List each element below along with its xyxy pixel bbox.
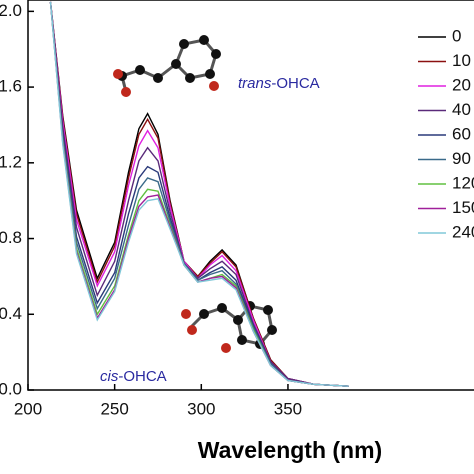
x-tick-label: 200: [14, 399, 42, 418]
spectrum-line: [49, 1, 349, 387]
legend-label: 150: [452, 198, 474, 217]
y-tick-label: 0.0: [0, 379, 22, 398]
spectrum-line: [49, 1, 349, 387]
x-tick-label: 250: [100, 399, 128, 418]
legend-label: 90: [452, 149, 471, 168]
x-tick-label: 300: [187, 399, 215, 418]
spectrum-line: [49, 1, 349, 387]
annotation-italic: trans: [238, 75, 272, 92]
spectrum-line: [49, 1, 349, 387]
x-tick-label: 350: [274, 399, 302, 418]
spectrum-line: [49, 1, 349, 387]
annotation-text: -OHCA: [118, 368, 166, 385]
spectrum-line: [49, 1, 349, 387]
legend-label: 20: [452, 75, 471, 94]
y-tick-label: 1.6: [0, 77, 22, 96]
legend-label: 0: [452, 26, 461, 45]
plot-frame: [27, 0, 474, 391]
legend-label: 10: [452, 51, 471, 70]
annotation-text: -OHCA: [271, 75, 319, 92]
spectrum-line: [49, 1, 349, 387]
y-tick-label: 0.4: [0, 304, 22, 323]
legend-label: 40: [452, 100, 471, 119]
y-tick-label: 0.8: [0, 228, 22, 247]
x-axis-label: Wavelength (nm): [198, 437, 382, 463]
molecule-trans: [113, 35, 221, 97]
annotation-italic: cis: [100, 368, 119, 385]
spectrum-line: [49, 1, 349, 387]
y-tick-label: 1.2: [0, 152, 22, 171]
legend-label: 120: [452, 173, 474, 192]
y-tick-label: 2.0: [0, 1, 22, 20]
spectrum-line: [49, 1, 349, 387]
annotation: trans-OHCA: [238, 75, 320, 92]
legend-label: 60: [452, 124, 471, 143]
annotation: cis-OHCA: [100, 368, 167, 385]
legend-label: 240: [452, 222, 474, 241]
